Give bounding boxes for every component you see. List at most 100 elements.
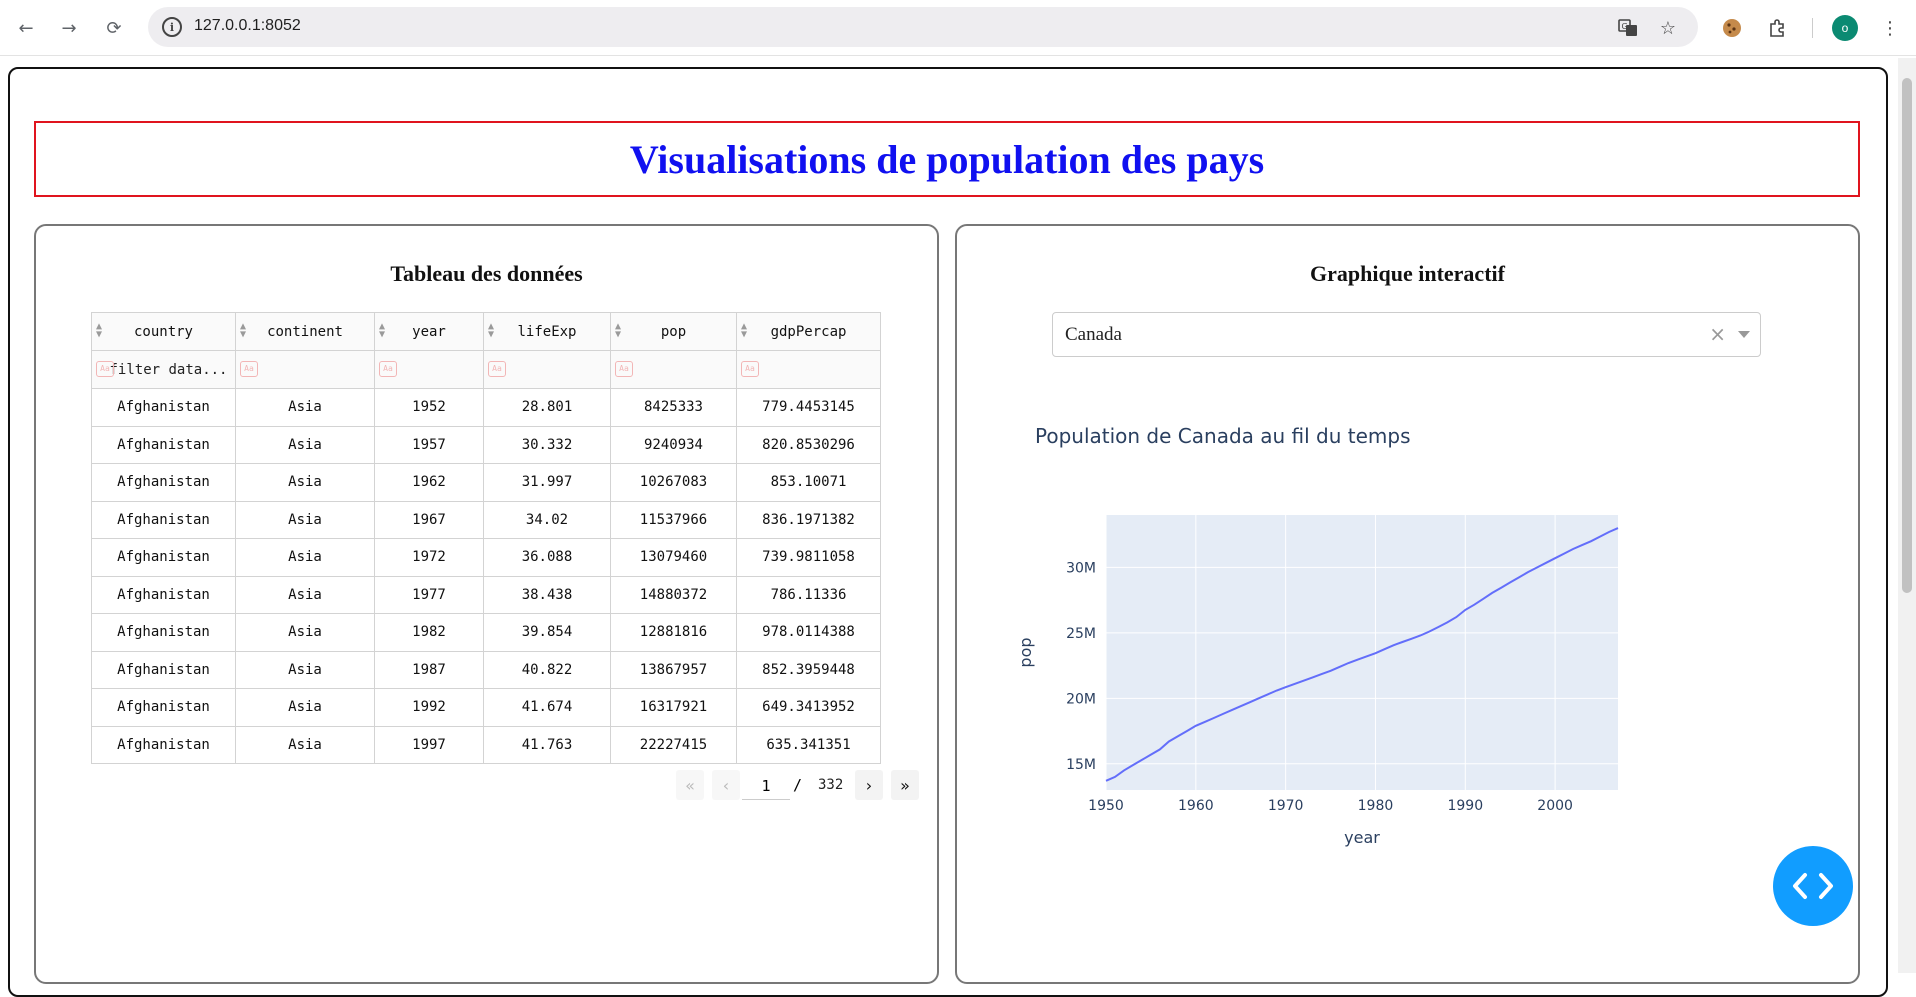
cell-year[interactable]: 1962 (374, 463, 484, 502)
column-header-continent[interactable]: ▲ ▼ continent (235, 312, 375, 351)
table-row[interactable]: Afghanistan Asia 1992 41.674 16317921 649.341… (91, 688, 881, 727)
filter-cell-year[interactable]: Aa (374, 350, 484, 389)
cell-pop[interactable]: 8425333 (610, 388, 737, 427)
cell-year[interactable]: 1957 (374, 425, 484, 464)
table-row[interactable]: Afghanistan Asia 1982 39.854 12881816 978.011… (91, 613, 881, 652)
cell-year[interactable]: 1997 (374, 725, 484, 764)
case-sensitivity-icon[interactable]: Aa (615, 361, 633, 377)
cell-year[interactable]: 1982 (374, 613, 484, 652)
dropdown-arrow-icon[interactable] (1738, 331, 1750, 338)
cell-pop[interactable]: 11537966 (610, 500, 737, 539)
previous-page-icon[interactable]: ‹ (712, 770, 740, 800)
cell-country[interactable]: Afghanistan (91, 613, 236, 652)
cell-pop[interactable]: 16317921 (610, 688, 737, 727)
cell-lifeexp[interactable]: 39.854 (483, 613, 611, 652)
table-row[interactable]: Afghanistan Asia 1967 34.02 11537966 836.1971… (91, 500, 881, 539)
country-dropdown[interactable]: Canada × (1052, 312, 1761, 357)
cell-pop[interactable]: 13867957 (610, 650, 737, 689)
column-header-gdppercap[interactable]: ▲ ▼ gdpPercap (736, 312, 881, 351)
cell-continent[interactable]: Asia (235, 725, 375, 764)
profile-avatar[interactable]: o (1832, 15, 1858, 41)
case-sensitivity-icon[interactable]: Aa (379, 361, 397, 377)
cell-continent[interactable]: Asia (235, 688, 375, 727)
cell-lifeexp[interactable]: 40.822 (483, 650, 611, 689)
sort-icon[interactable]: ▲ ▼ (488, 321, 495, 340)
cell-lifeexp[interactable]: 34.02 (483, 500, 611, 539)
cell-gdppercap[interactable]: 820.8530296 (736, 425, 881, 464)
case-sensitivity-icon[interactable]: Aa (488, 361, 506, 377)
cell-year[interactable]: 1967 (374, 500, 484, 539)
cell-gdppercap[interactable]: 635.341351 (736, 725, 881, 764)
population-line-chart[interactable]: 1950 1960 1970 1980 1990 2000 15M 20M 25M 30M year… (1000, 480, 1760, 900)
translate-icon[interactable]: G (1616, 16, 1640, 40)
cell-country[interactable]: Afghanistan (91, 425, 236, 464)
cell-continent[interactable]: Asia (235, 538, 375, 577)
series-line[interactable] (1105, 527, 1619, 782)
filter-placeholder[interactable]: filter data... (109, 361, 228, 378)
table-row[interactable]: Afghanistan Asia 1957 30.332 9240934 820.8530… (91, 425, 881, 464)
column-header-year[interactable]: ▲ ▼ year (374, 312, 484, 351)
column-header-pop[interactable]: ▲ ▼ pop (610, 312, 737, 351)
cell-country[interactable]: Afghanistan (91, 500, 236, 539)
table-row[interactable]: Afghanistan Asia 1987 40.822 13867957 852.395… (91, 650, 881, 689)
cell-lifeexp[interactable]: 41.763 (483, 725, 611, 764)
sort-icon[interactable]: ▲ ▼ (615, 321, 622, 340)
first-page-icon[interactable]: « (676, 770, 704, 800)
page-scrollbar[interactable] (1898, 58, 1916, 973)
dash-debug-button[interactable] (1773, 846, 1853, 926)
cell-continent[interactable]: Asia (235, 388, 375, 427)
cell-year[interactable]: 1972 (374, 538, 484, 577)
cell-year[interactable]: 1952 (374, 388, 484, 427)
case-sensitivity-icon[interactable]: Aa (96, 361, 114, 377)
url-text[interactable]: 127.0.0.1:8052 (194, 17, 301, 34)
cell-continent[interactable]: Asia (235, 613, 375, 652)
sort-icon[interactable]: ▲ ▼ (96, 321, 103, 340)
filter-cell-country[interactable]: Aa filter data... (91, 350, 236, 389)
filter-cell-continent[interactable]: Aa (235, 350, 375, 389)
dropdown-selected-value[interactable]: Canada (1065, 324, 1122, 345)
case-sensitivity-icon[interactable]: Aa (240, 361, 258, 377)
filter-cell-pop[interactable]: Aa (610, 350, 737, 389)
cell-country[interactable]: Afghanistan (91, 388, 236, 427)
cell-pop[interactable]: 9240934 (610, 425, 737, 464)
cell-country[interactable]: Afghanistan (91, 538, 236, 577)
cell-country[interactable]: Afghanistan (91, 650, 236, 689)
bookmark-star-icon[interactable]: ☆ (1659, 17, 1677, 39)
cell-lifeexp[interactable]: 38.438 (483, 575, 611, 614)
cell-pop[interactable]: 14880372 (610, 575, 737, 614)
cell-gdppercap[interactable]: 852.3959448 (736, 650, 881, 689)
menu-kebab-icon[interactable]: ⋮ (1881, 17, 1899, 39)
cell-gdppercap[interactable]: 739.9811058 (736, 538, 881, 577)
extensions-puzzle-icon[interactable] (1764, 14, 1792, 42)
cell-continent[interactable]: Asia (235, 463, 375, 502)
current-page-input[interactable] (742, 772, 790, 800)
last-page-icon[interactable]: » (891, 770, 919, 800)
cell-lifeexp[interactable]: 30.332 (483, 425, 611, 464)
cell-gdppercap[interactable]: 779.4453145 (736, 388, 881, 427)
table-row[interactable]: Afghanistan Asia 1977 38.438 14880372 786.113… (91, 575, 881, 614)
table-row[interactable]: Afghanistan Asia 1952 28.801 8425333 779.4453… (91, 388, 881, 427)
forward-arrow-icon[interactable]: → (61, 17, 77, 39)
sort-icon[interactable]: ▲ ▼ (240, 321, 247, 340)
cell-country[interactable]: Afghanistan (91, 575, 236, 614)
sort-icon[interactable]: ▲ ▼ (379, 321, 386, 340)
table-row[interactable]: Afghanistan Asia 1962 31.997 10267083 853.100… (91, 463, 881, 502)
address-bar[interactable]: i 127.0.0.1:8052 G ☆ (148, 7, 1698, 47)
cell-gdppercap[interactable]: 649.3413952 (736, 688, 881, 727)
cell-lifeexp[interactable]: 31.997 (483, 463, 611, 502)
table-row[interactable]: Afghanistan Asia 1997 41.763 22227415 635.341… (91, 725, 881, 764)
cell-lifeexp[interactable]: 28.801 (483, 388, 611, 427)
cell-gdppercap[interactable]: 978.0114388 (736, 613, 881, 652)
cell-gdppercap[interactable]: 786.11336 (736, 575, 881, 614)
cell-pop[interactable]: 10267083 (610, 463, 737, 502)
cell-country[interactable]: Afghanistan (91, 725, 236, 764)
cell-year[interactable]: 1977 (374, 575, 484, 614)
sort-icon[interactable]: ▲ ▼ (741, 321, 748, 340)
filter-cell-gdppercap[interactable]: Aa (736, 350, 881, 389)
column-header-lifeexp[interactable]: ▲ ▼ lifeExp (483, 312, 611, 351)
cell-lifeexp[interactable]: 36.088 (483, 538, 611, 577)
back-arrow-icon[interactable]: ← (18, 17, 34, 39)
cell-gdppercap[interactable]: 836.1971382 (736, 500, 881, 539)
cell-year[interactable]: 1987 (374, 650, 484, 689)
clear-selection-icon[interactable]: × (1709, 322, 1726, 346)
